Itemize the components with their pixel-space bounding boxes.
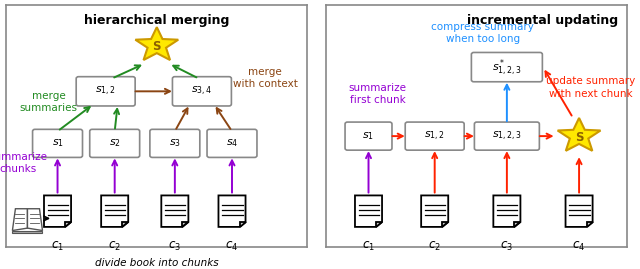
Text: $c_1$: $c_1$	[51, 240, 64, 253]
Text: merge
with context: merge with context	[233, 67, 298, 89]
FancyBboxPatch shape	[76, 77, 135, 106]
Text: $s_3$: $s_3$	[169, 137, 181, 149]
Polygon shape	[239, 222, 246, 227]
FancyBboxPatch shape	[345, 122, 392, 150]
FancyBboxPatch shape	[150, 129, 200, 157]
Text: $s_{1,2,3}$: $s_{1,2,3}$	[492, 130, 522, 143]
Polygon shape	[182, 222, 188, 227]
Text: $c_4$: $c_4$	[572, 240, 586, 253]
Text: S: S	[575, 131, 583, 144]
Polygon shape	[376, 222, 382, 227]
Text: $c_3$: $c_3$	[168, 240, 181, 253]
Polygon shape	[161, 195, 188, 227]
Text: $c_2$: $c_2$	[108, 240, 121, 253]
Text: compress summary
when too long: compress summary when too long	[431, 22, 534, 44]
Polygon shape	[28, 209, 42, 231]
Text: $s_2$: $s_2$	[109, 137, 121, 149]
Text: $s_{1,2}$: $s_{1,2}$	[95, 85, 116, 98]
Text: $c_1$: $c_1$	[362, 240, 375, 253]
Polygon shape	[493, 195, 520, 227]
Polygon shape	[587, 222, 593, 227]
Text: $s_{3,4}$: $s_{3,4}$	[191, 85, 212, 98]
Polygon shape	[355, 195, 382, 227]
Text: update summary
with next chunk: update summary with next chunk	[547, 76, 636, 99]
Polygon shape	[12, 209, 28, 231]
Polygon shape	[442, 222, 448, 227]
FancyBboxPatch shape	[474, 122, 540, 150]
Polygon shape	[218, 195, 246, 227]
Text: summarize
first chunk: summarize first chunk	[349, 83, 406, 105]
Text: $s_4$: $s_4$	[226, 137, 238, 149]
FancyBboxPatch shape	[90, 129, 140, 157]
FancyBboxPatch shape	[33, 129, 83, 157]
FancyBboxPatch shape	[405, 122, 464, 150]
Text: $c_3$: $c_3$	[500, 240, 513, 253]
FancyBboxPatch shape	[207, 129, 257, 157]
Text: $s_1$: $s_1$	[362, 130, 374, 142]
Polygon shape	[12, 231, 42, 233]
Polygon shape	[566, 195, 593, 227]
Text: $s_1$: $s_1$	[52, 137, 63, 149]
FancyBboxPatch shape	[172, 77, 232, 106]
Text: $s_{1,2}$: $s_{1,2}$	[424, 130, 445, 143]
Polygon shape	[557, 118, 600, 151]
Polygon shape	[44, 195, 71, 227]
Text: incremental updating: incremental updating	[467, 14, 618, 27]
Polygon shape	[101, 195, 128, 227]
Text: $s_{1,2,3}^*$: $s_{1,2,3}^*$	[492, 57, 522, 77]
Text: hierarchical merging: hierarchical merging	[84, 14, 230, 27]
Text: $c_4$: $c_4$	[225, 240, 239, 253]
Text: summarize
chunks: summarize chunks	[0, 151, 47, 174]
Text: divide book into chunks: divide book into chunks	[95, 258, 219, 268]
Polygon shape	[135, 27, 179, 60]
FancyBboxPatch shape	[472, 52, 542, 82]
Polygon shape	[515, 222, 520, 227]
Polygon shape	[122, 222, 128, 227]
Polygon shape	[65, 222, 71, 227]
Polygon shape	[421, 195, 448, 227]
Text: $c_2$: $c_2$	[428, 240, 441, 253]
Text: merge
summaries: merge summaries	[19, 91, 77, 114]
Text: S: S	[152, 40, 161, 53]
